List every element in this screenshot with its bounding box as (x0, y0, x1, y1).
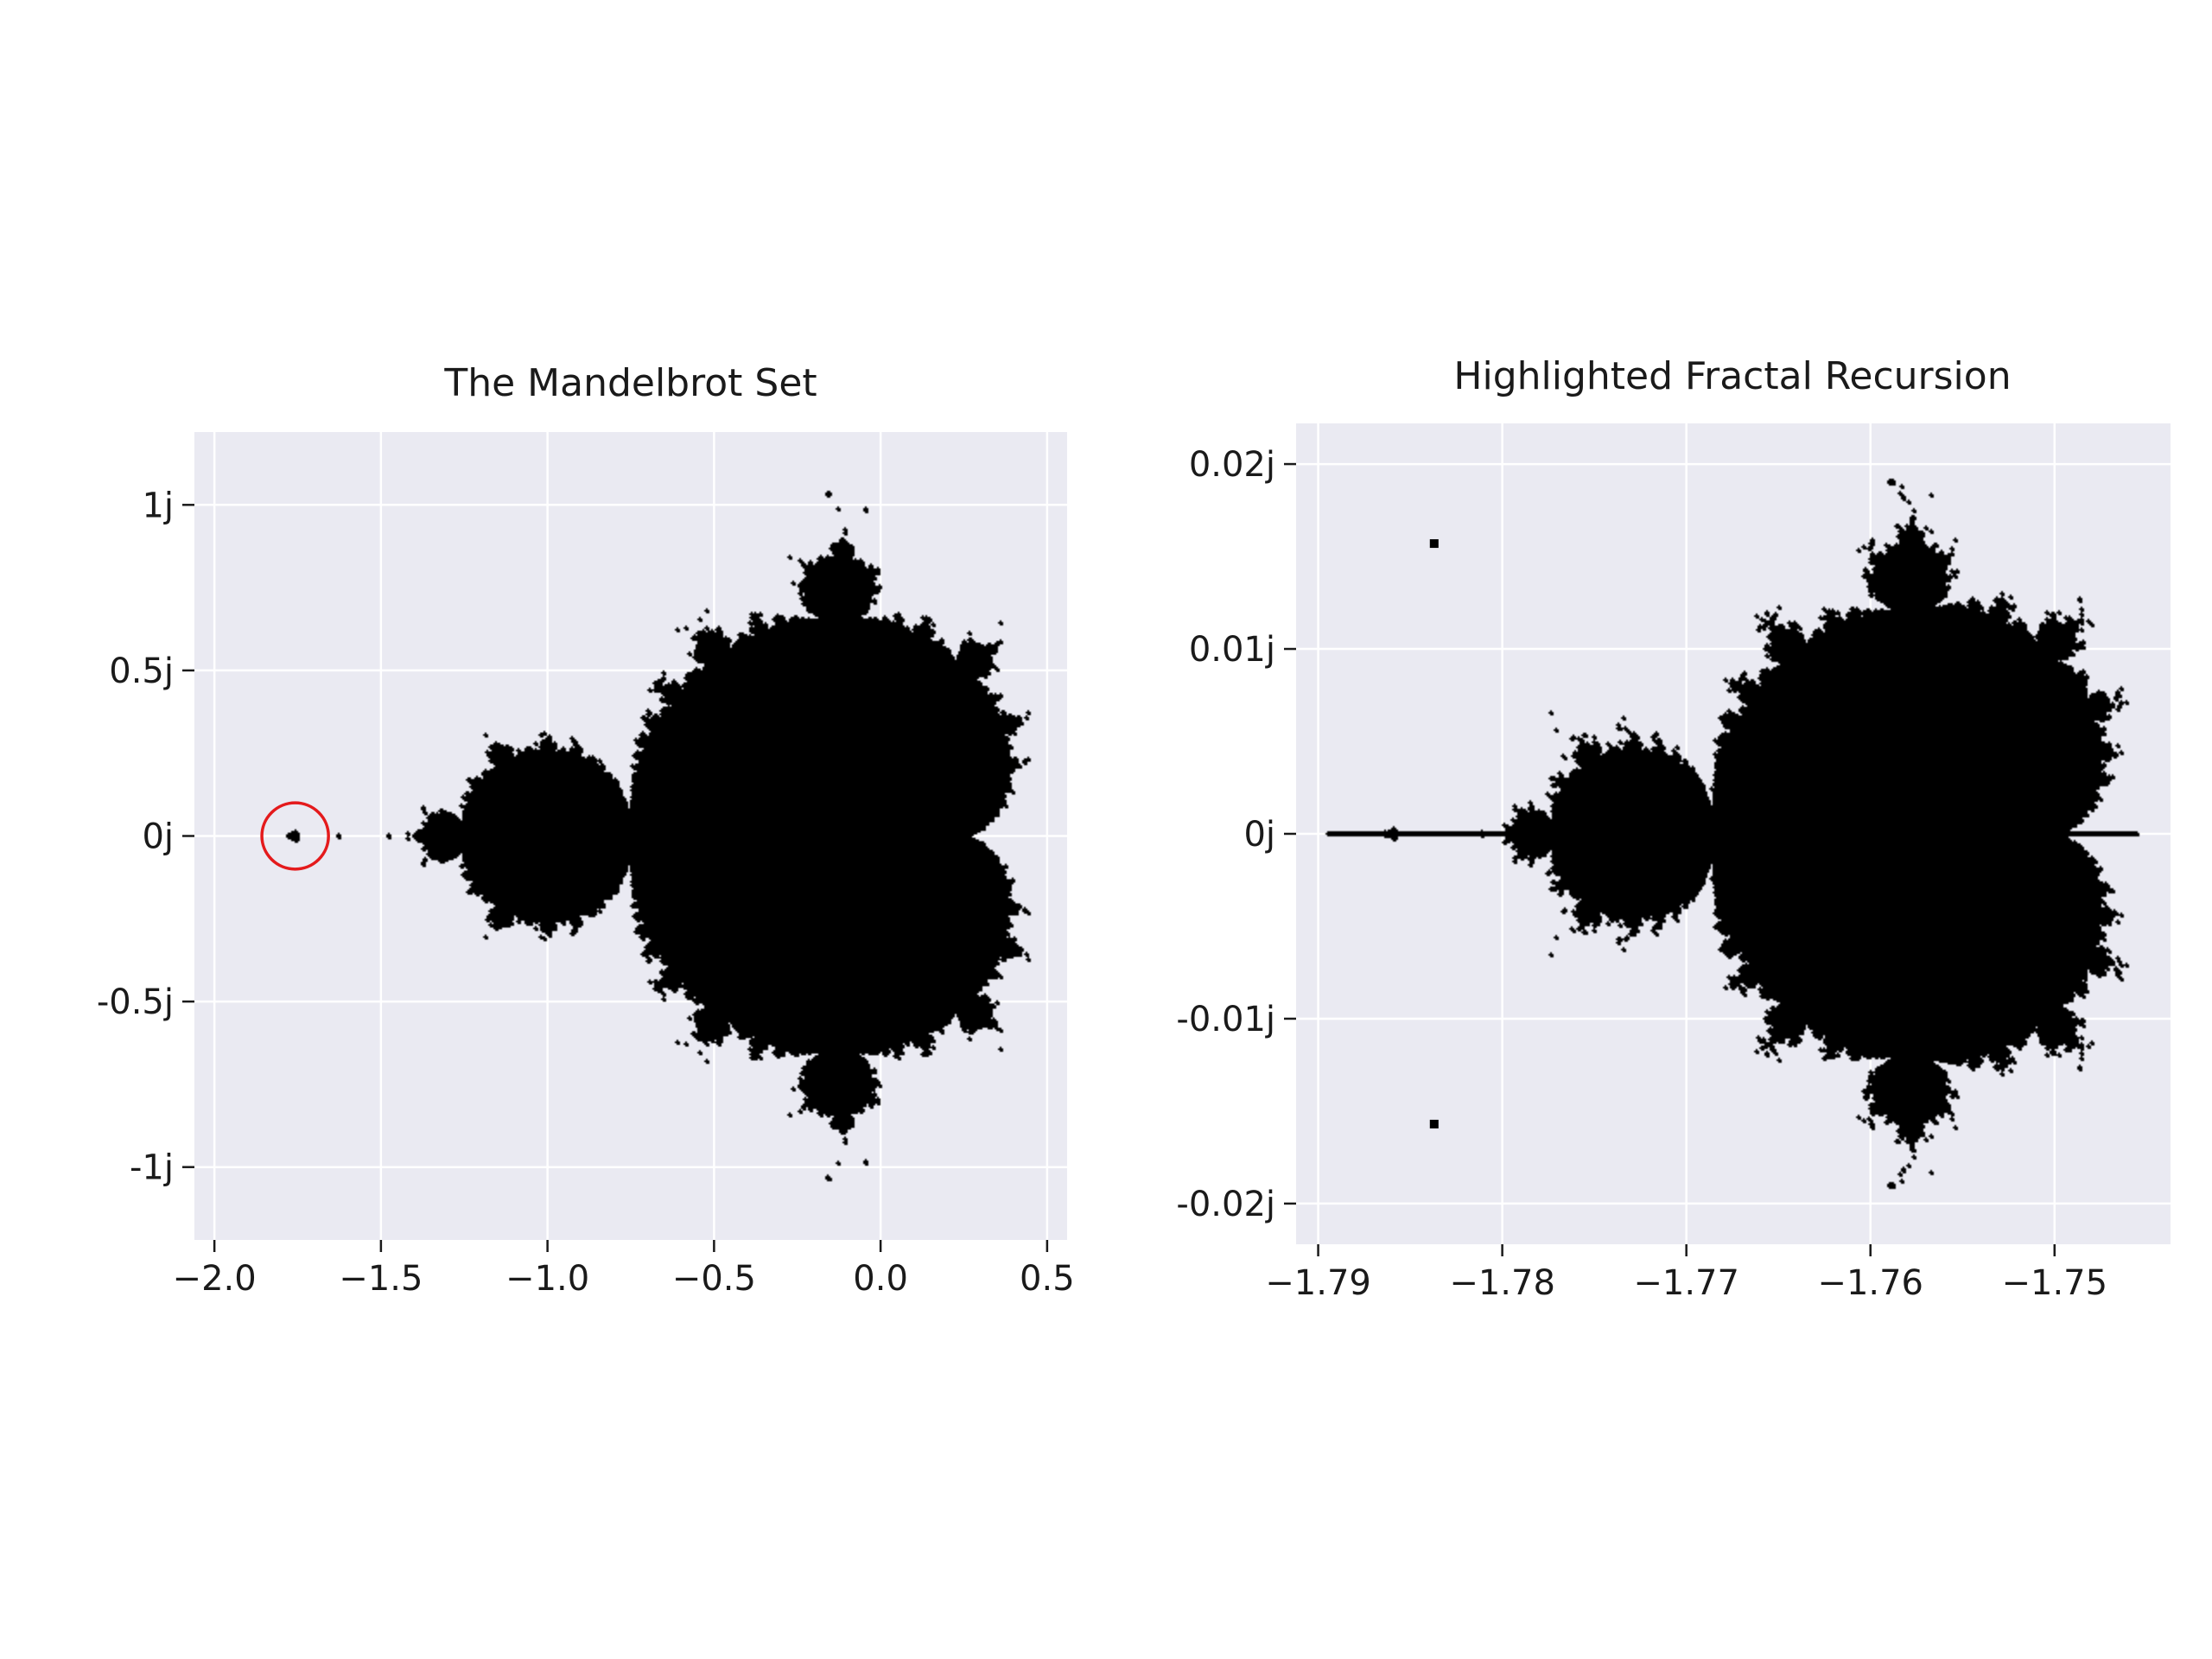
chart-title: The Mandelbrot Set (443, 361, 817, 405)
x-tick-label: −0.5 (672, 1259, 756, 1299)
mandelbrot-points (194, 432, 1067, 1240)
x-tick-label: 0.5 (1020, 1259, 1075, 1299)
x-tick-label: −1.75 (2001, 1263, 2107, 1303)
x-tick-label: 0.0 (853, 1259, 908, 1299)
y-tick-label: -1j (130, 1148, 174, 1188)
x-tick-label: −1.5 (339, 1259, 423, 1299)
ticks: −1.79 −1.78 −1.77 −1.76 −1.75 0.02j 0.01j 0j -0.… (1176, 445, 2107, 1303)
y-tick-label: -0.02j (1176, 1185, 1275, 1224)
y-tick-label: 0j (142, 817, 174, 857)
chart-highlighted-fractal-recursion: −1.79 −1.78 −1.77 −1.76 −1.75 0.02j 0.01j 0j -0.… (1176, 354, 2171, 1303)
extra-points (1429, 539, 1439, 1128)
x-tick-label: −1.0 (505, 1259, 589, 1299)
y-tick-label: -0.01j (1176, 1000, 1275, 1039)
y-tick-label: 0j (1243, 815, 1275, 855)
x-tick-label: −2.0 (173, 1259, 257, 1299)
x-tick-label: −1.79 (1265, 1263, 1371, 1303)
x-tick-label: −1.77 (1633, 1263, 1739, 1303)
highlight-circle (260, 801, 330, 871)
x-tick-label: −1.76 (1817, 1263, 1923, 1303)
annotations (260, 801, 330, 871)
y-tick-label: 0.01j (1189, 630, 1275, 670)
y-tick-label: 0.5j (109, 652, 174, 691)
ticks: −2.0 −1.5 −1.0 −0.5 0.0 0.5 1j 0.5j 0j -0.5j -1j (97, 486, 1075, 1299)
x-tick-label: −1.78 (1449, 1263, 1555, 1303)
scatter-point (1429, 1119, 1439, 1128)
mandelbrot-points-zoom (1296, 423, 2171, 1244)
chart-mandelbrot-set: −2.0 −1.5 −1.0 −0.5 0.0 0.5 1j 0.5j 0j -0.5j -1j T… (97, 361, 1075, 1299)
scatter-point (1429, 539, 1439, 549)
y-tick-label: 1j (142, 486, 174, 525)
y-tick-label: 0.02j (1189, 445, 1275, 485)
chart-title: Highlighted Fractal Recursion (1453, 354, 2011, 398)
y-tick-label: -0.5j (97, 982, 174, 1022)
